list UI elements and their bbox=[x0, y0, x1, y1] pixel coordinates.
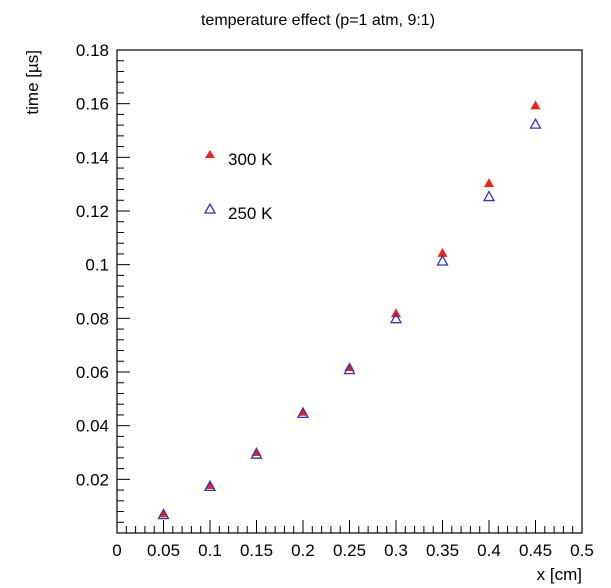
y-tick-label: 0.12 bbox=[76, 202, 109, 221]
x-tick-label: 0.45 bbox=[519, 541, 552, 560]
x-tick-label: 0 bbox=[112, 541, 121, 560]
legend-marker-300k bbox=[205, 150, 215, 158]
legend-label-250k: 250 K bbox=[228, 204, 273, 223]
y-tick-label: 0.16 bbox=[76, 95, 109, 114]
x-tick-label: 0.3 bbox=[384, 541, 408, 560]
x-tick-label: 0.15 bbox=[240, 541, 273, 560]
data-point bbox=[482, 190, 496, 202]
x-tick-label: 0.2 bbox=[291, 541, 315, 560]
plot-frame bbox=[116, 49, 583, 534]
legend-marker-250k bbox=[203, 202, 217, 214]
y-tick-label: 0.14 bbox=[76, 148, 109, 167]
y-tick-label: 0.08 bbox=[76, 309, 109, 328]
y-tick-label: 0.04 bbox=[76, 417, 109, 436]
data-point bbox=[484, 178, 494, 188]
data-point bbox=[157, 508, 170, 520]
x-axis-tick-labels: 0 0.05 0.1 0.15 0.2 0.25 0.3 0.35 0.4 0.45 0.5 bbox=[112, 541, 594, 560]
x-tick-label: 0.4 bbox=[477, 541, 501, 560]
data-point bbox=[203, 480, 217, 492]
data-point bbox=[343, 363, 356, 375]
x-axis-label: x [cm] bbox=[537, 565, 582, 584]
data-point bbox=[530, 100, 541, 110]
x-tick-label: 0.25 bbox=[333, 541, 366, 560]
y-tick-label: 0.1 bbox=[85, 256, 109, 275]
x-tick-label: 0.5 bbox=[570, 541, 594, 560]
data-point bbox=[389, 312, 403, 324]
series-300k bbox=[158, 100, 541, 518]
y-axis-tick-labels: 0.02 0.04 0.06 0.08 0.1 0.12 0.14 0.16 0.18 bbox=[76, 41, 109, 489]
data-point bbox=[436, 254, 449, 266]
chart-title: temperature effect (p=1 atm, 9:1) bbox=[201, 12, 435, 29]
x-tick-label: 0.05 bbox=[147, 541, 180, 560]
y-axis-ticks bbox=[117, 49, 130, 534]
y-tick-label: 0.06 bbox=[76, 363, 109, 382]
y-tick-label: 0.18 bbox=[76, 41, 109, 60]
legend: 300 K 250 K bbox=[203, 150, 273, 223]
data-point bbox=[437, 247, 448, 257]
data-point bbox=[250, 447, 263, 459]
y-tick-label: 0.02 bbox=[76, 470, 109, 489]
x-tick-label: 0.35 bbox=[426, 541, 459, 560]
legend-entry-300k: 300 K bbox=[205, 150, 273, 169]
x-axis-ticks bbox=[116, 520, 583, 533]
series-250k bbox=[157, 117, 542, 520]
data-series bbox=[157, 100, 542, 520]
legend-entry-250k: 250 K bbox=[203, 202, 273, 223]
y-axis-label: time [µs] bbox=[23, 50, 42, 115]
data-point bbox=[296, 407, 310, 419]
x-tick-label: 0.1 bbox=[198, 541, 222, 560]
data-point bbox=[529, 117, 542, 129]
legend-label-300k: 300 K bbox=[228, 150, 273, 169]
